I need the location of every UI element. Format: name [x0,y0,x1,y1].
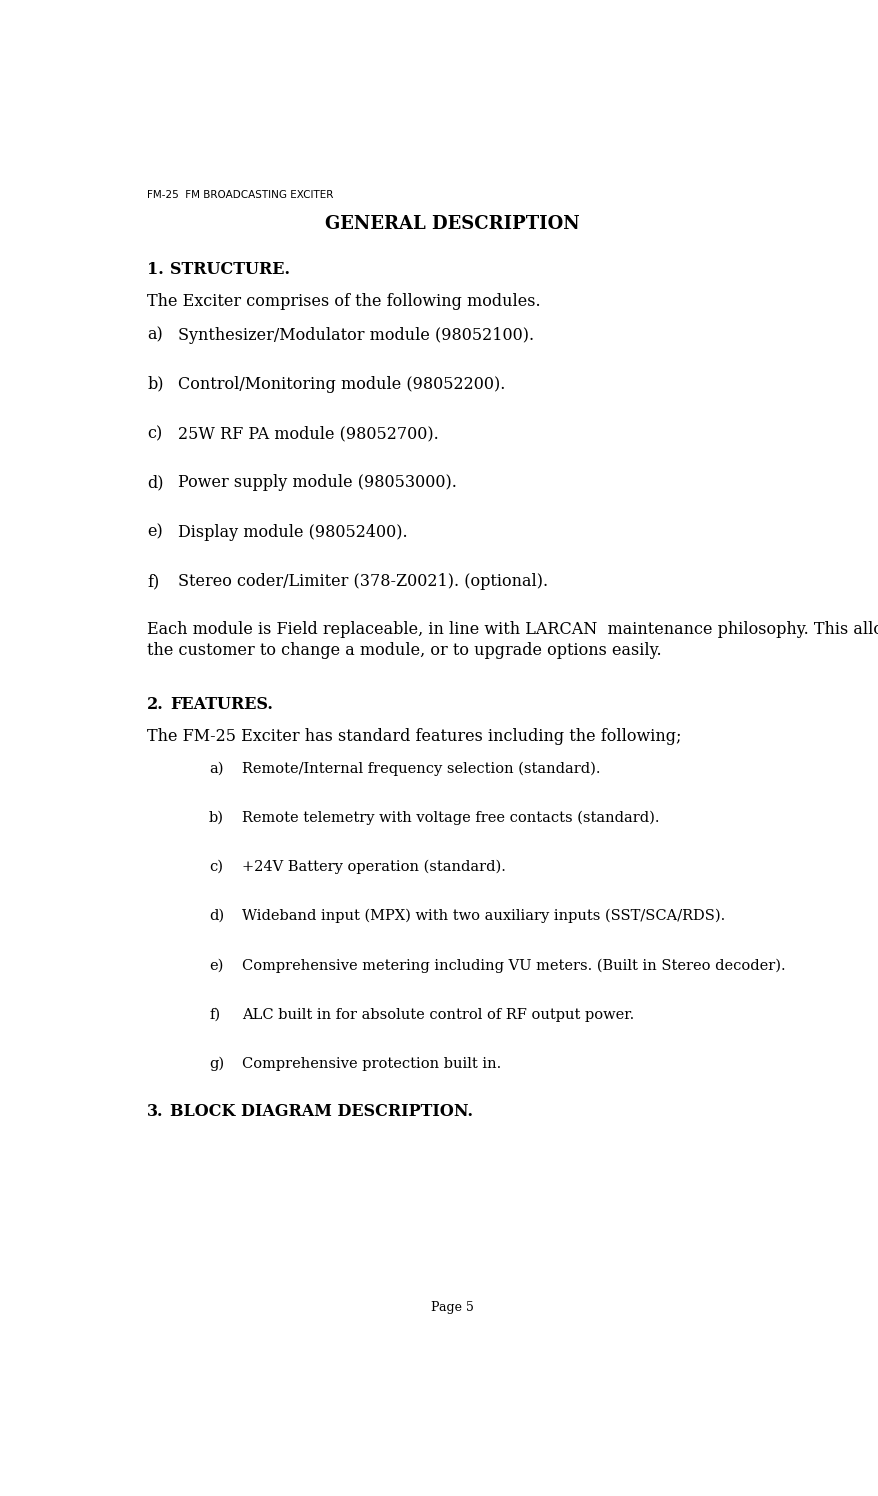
Text: Remote telemetry with voltage free contacts (standard).: Remote telemetry with voltage free conta… [241,811,658,824]
Text: Wideband input (MPX) with two auxiliary inputs (SST/SCA/RDS).: Wideband input (MPX) with two auxiliary … [241,910,724,923]
Text: c): c) [209,860,223,874]
Text: Stereo coder/Limiter (378-Z0021). (optional).: Stereo coder/Limiter (378-Z0021). (optio… [178,573,548,589]
Text: b): b) [209,811,224,824]
Text: 1.: 1. [147,262,163,278]
Text: d): d) [209,910,224,923]
Text: b): b) [147,375,163,393]
Text: e): e) [209,959,223,972]
Text: FM-25  FM BROADCASTING EXCITER: FM-25 FM BROADCASTING EXCITER [147,190,333,200]
Text: ALC built in for absolute control of RF output power.: ALC built in for absolute control of RF … [241,1008,633,1022]
Text: 3.: 3. [147,1103,163,1121]
Text: Comprehensive metering including VU meters. (Built in Stereo decoder).: Comprehensive metering including VU mete… [241,959,784,972]
Text: GENERAL DESCRIPTION: GENERAL DESCRIPTION [324,215,579,233]
Text: STRUCTURE.: STRUCTURE. [170,262,290,278]
Text: Synthesizer/Modulator module (98052100).: Synthesizer/Modulator module (98052100). [178,326,534,344]
Text: Remote/Internal frequency selection (standard).: Remote/Internal frequency selection (sta… [241,761,600,775]
Text: +24V Battery operation (standard).: +24V Battery operation (standard). [241,860,505,874]
Text: Control/Monitoring module (98052200).: Control/Monitoring module (98052200). [178,375,505,393]
Text: d): d) [147,474,163,491]
Text: f): f) [147,573,159,589]
Text: Power supply module (98053000).: Power supply module (98053000). [178,474,457,491]
Text: The FM-25 Exciter has standard features including the following;: The FM-25 Exciter has standard features … [147,729,680,745]
Text: The Exciter comprises of the following modules.: The Exciter comprises of the following m… [147,293,540,311]
Text: g): g) [209,1056,224,1071]
Text: f): f) [209,1008,220,1022]
Text: Each module is Field replaceable, in line with LARCAN  maintenance philosophy. T: Each module is Field replaceable, in lin… [147,621,878,660]
Text: Page 5: Page 5 [430,1302,473,1315]
Text: e): e) [147,524,162,540]
Text: 2.: 2. [147,696,163,712]
Text: 25W RF PA module (98052700).: 25W RF PA module (98052700). [178,425,438,443]
Text: Comprehensive protection built in.: Comprehensive protection built in. [241,1056,500,1071]
Text: FEATURES.: FEATURES. [170,696,273,712]
Text: c): c) [147,425,162,443]
Text: Display module (98052400).: Display module (98052400). [178,524,407,540]
Text: BLOCK DIAGRAM DESCRIPTION.: BLOCK DIAGRAM DESCRIPTION. [170,1103,472,1121]
Text: a): a) [209,761,223,775]
Text: a): a) [147,326,162,344]
